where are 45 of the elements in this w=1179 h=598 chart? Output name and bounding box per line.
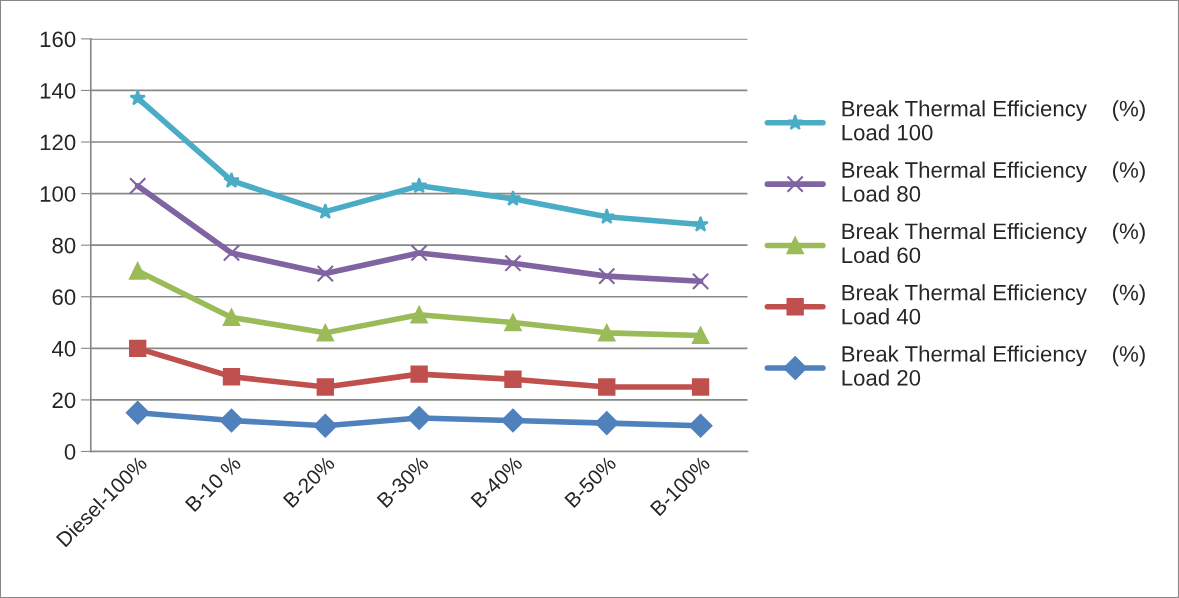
point <box>598 378 616 396</box>
y-tick-label: 60 <box>52 289 76 306</box>
point <box>504 313 522 332</box>
point <box>691 326 710 345</box>
point <box>222 368 241 386</box>
point <box>222 244 241 262</box>
point <box>223 172 240 188</box>
point <box>691 272 710 290</box>
legend-label: Break Thermal Efficiency (%) Load 80 <box>842 161 1145 202</box>
point <box>129 89 146 106</box>
point <box>407 406 431 430</box>
point <box>129 262 147 280</box>
y-tick-label: 80 <box>52 237 76 254</box>
y-tick-label: 120 <box>40 134 76 151</box>
point <box>219 408 244 433</box>
legend-label: Break Thermal Efficiency (%) Load 100 <box>842 100 1145 141</box>
legend-label: Break Thermal Efficiency (%) Load 40 <box>842 284 1145 325</box>
point <box>410 306 428 324</box>
y-tick-label: 140 <box>40 82 76 99</box>
point <box>598 267 616 285</box>
point <box>222 308 241 327</box>
point <box>129 339 147 358</box>
point <box>691 378 710 396</box>
point <box>316 264 334 283</box>
point <box>410 365 428 383</box>
y-tick-label: 40 <box>51 340 76 357</box>
point <box>410 244 428 262</box>
point <box>504 370 522 388</box>
point <box>504 254 522 272</box>
y-tick-label: 160 <box>40 31 76 48</box>
point <box>594 411 619 435</box>
y-tick-label: 100 <box>40 186 76 202</box>
point <box>313 413 338 438</box>
point <box>316 378 334 396</box>
legend-label: Break Thermal Efficiency (%) Load 60 <box>842 222 1145 264</box>
point <box>129 177 147 195</box>
point <box>501 408 525 433</box>
point <box>125 400 150 425</box>
point <box>316 324 334 342</box>
y-tick-label: 20 <box>52 392 76 409</box>
point <box>688 413 713 438</box>
legend-label: Break Thermal Efficiency (%) Load 20 <box>842 345 1145 386</box>
point <box>410 177 428 194</box>
point <box>692 215 709 232</box>
point <box>598 324 616 342</box>
